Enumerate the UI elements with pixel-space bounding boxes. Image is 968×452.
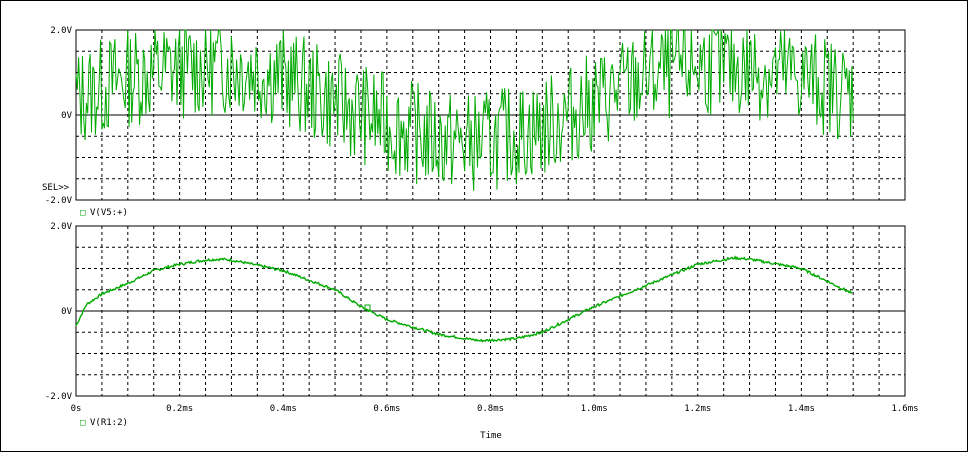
x-tick-labels: 0s 0.2ms 0.4ms 0.6ms 0.8ms 1.0ms 1.2ms 1.4ms 1.6… bbox=[71, 404, 919, 414]
x-tick-label: 1.2ms bbox=[684, 404, 711, 414]
top-legend-label: V(V5:+) bbox=[90, 208, 128, 218]
x-tick-label: 0.4ms bbox=[270, 404, 297, 414]
x-tick-label: 0.8ms bbox=[477, 404, 504, 414]
bottom-legend-marker: □ bbox=[80, 418, 86, 428]
x-tick-label: 0.6ms bbox=[373, 404, 400, 414]
x-tick-label: 1.6ms bbox=[891, 404, 918, 414]
top-series-line bbox=[75, 29, 854, 191]
x-tick-label: 1.4ms bbox=[788, 404, 815, 414]
x-axis-label: Time bbox=[480, 431, 502, 441]
top-legend-marker: □ bbox=[80, 208, 86, 218]
bottom-series-line bbox=[75, 255, 853, 343]
top-ytick-0v: 0V bbox=[61, 111, 72, 121]
sel-marker: SEL>> bbox=[42, 183, 70, 193]
bottom-series-marker bbox=[364, 304, 371, 311]
top-ytick-2v: 2.0V bbox=[50, 26, 72, 36]
x-tick-label: 1.0ms bbox=[581, 404, 608, 414]
bottom-ytick-0v: 0V bbox=[61, 307, 72, 317]
bottom-ytick-neg2v: -2.0V bbox=[45, 392, 73, 402]
top-ytick-neg2v: -2.0V bbox=[45, 196, 73, 206]
x-tick-label: 0.2ms bbox=[166, 404, 193, 414]
bottom-legend-label: V(R1:2) bbox=[90, 418, 128, 428]
x-tick-label: 0s bbox=[71, 404, 82, 414]
bottom-ytick-2v: 2.0V bbox=[50, 222, 72, 232]
